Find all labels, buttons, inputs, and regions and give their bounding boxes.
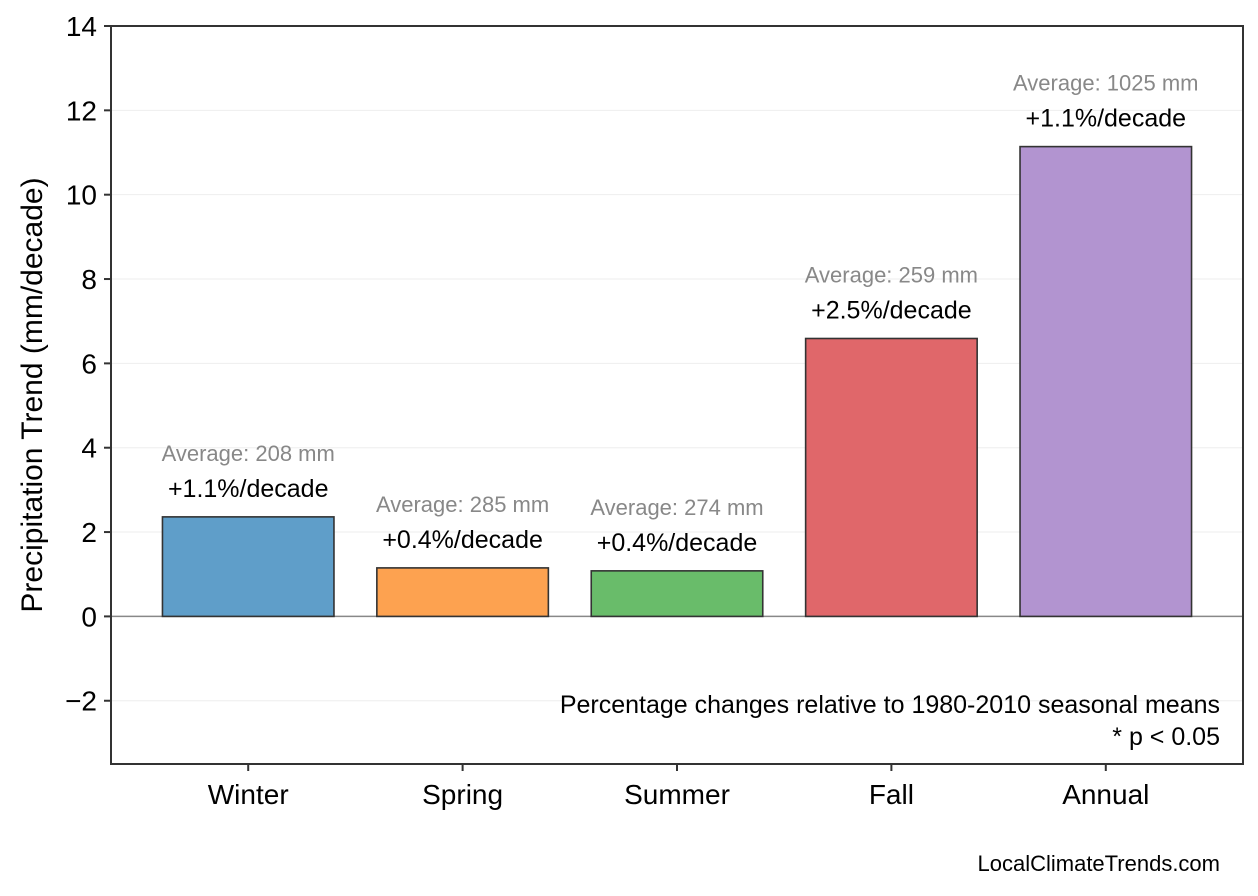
x-tick-label: Summer [624, 779, 730, 810]
x-tick-label: Annual [1062, 779, 1149, 810]
average-label: Average: 1025 mm [1013, 71, 1198, 96]
y-tick-label: 12 [66, 95, 97, 126]
y-tick-label: 14 [66, 11, 97, 42]
average-label: Average: 259 mm [805, 262, 978, 287]
percent-label: +1.1%/decade [1026, 105, 1187, 133]
x-tick-label: Winter [208, 779, 289, 810]
bar-fall [804, 337, 978, 618]
percent-label: +0.4%/decade [597, 529, 758, 557]
y-axis-label: Precipitation Trend (mm/decade) [16, 177, 49, 612]
y-tick-label: −2 [65, 686, 97, 717]
average-label: Average: 208 mm [162, 441, 335, 466]
y-tick-label: 2 [81, 517, 97, 548]
y-tick-label: 0 [81, 601, 97, 632]
percent-label: +1.1%/decade [168, 475, 329, 503]
average-label: Average: 285 mm [376, 492, 549, 517]
annotation-note: Percentage changes relative to 1980-2010… [560, 691, 1220, 719]
bar-spring [376, 567, 550, 618]
percent-label: +0.4%/decade [382, 526, 543, 554]
x-tick-label: Spring [422, 779, 503, 810]
annotation-significance: * p < 0.05 [1112, 723, 1220, 751]
y-tick-label: 10 [66, 180, 97, 211]
source-credit: LocalClimateTrends.com [978, 851, 1221, 876]
percent-label: +2.5%/decade [811, 296, 972, 324]
y-tick-label: 8 [81, 264, 97, 295]
bar-winter [161, 516, 335, 618]
y-axis-ticks: −2 0 2 4 6 8 10 12 14 [65, 11, 111, 717]
y-tick-label: 4 [81, 433, 97, 464]
bar-annual [1019, 145, 1193, 618]
bars: +1.1%/decade Average: 208 mm +0.4%/decade A… [161, 71, 1199, 618]
bar-summer [590, 570, 764, 618]
plot-frame [110, 25, 1244, 765]
x-axis-ticks: Winter Spring Summer Fall Annual [208, 764, 1149, 810]
x-tick-label: Fall [869, 779, 914, 810]
average-label: Average: 274 mm [590, 495, 763, 520]
y-tick-label: 6 [81, 348, 97, 379]
